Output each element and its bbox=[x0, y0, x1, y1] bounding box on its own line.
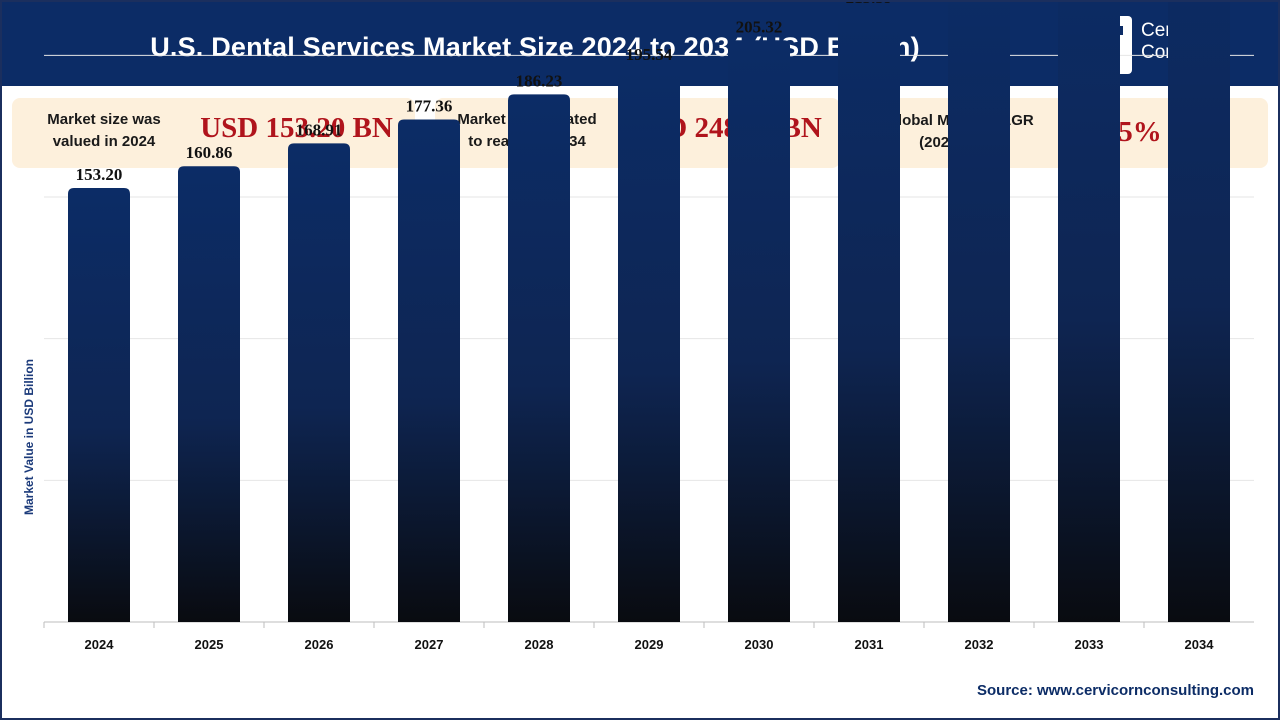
x-tick-label-2033: 2033 bbox=[1075, 637, 1104, 652]
x-tick-label-2031: 2031 bbox=[855, 637, 884, 652]
stat-card-label: Market size was valued in 2024 bbox=[24, 109, 184, 153]
bar-2032 bbox=[948, 2, 1010, 622]
data-label-2026: 168.91 bbox=[296, 120, 343, 139]
data-label-2030: 205.32 bbox=[736, 17, 783, 36]
bar-2027 bbox=[398, 119, 460, 623]
data-label-2031: 215.59 bbox=[846, 2, 893, 7]
source-text: Source: www.cervicornconsulting.com bbox=[976, 682, 1254, 699]
stat-card-label-line: valued in 2024 bbox=[52, 133, 156, 150]
bar-2024 bbox=[68, 187, 130, 622]
x-tick-label-2028: 2028 bbox=[525, 637, 554, 652]
x-tick-label-2025: 2025 bbox=[195, 637, 224, 652]
bar-2028 bbox=[508, 94, 570, 622]
stat-card-value: 5% bbox=[1118, 116, 1162, 148]
data-label-2027: 177.36 bbox=[406, 96, 453, 115]
data-label-2029: 195.54 bbox=[626, 45, 673, 64]
data-label-2028: 186.23 bbox=[516, 71, 563, 90]
x-tick-label-2032: 2032 bbox=[965, 637, 994, 652]
data-label-2024: 153.20 bbox=[76, 165, 123, 184]
bar-2034 bbox=[1168, 2, 1230, 622]
bar-2030 bbox=[728, 40, 790, 622]
x-tick-label-2029: 2029 bbox=[635, 637, 664, 652]
stat-card-label-line: Market size was bbox=[47, 111, 161, 128]
x-tick-label-2024: 2024 bbox=[85, 637, 115, 652]
stat-card-value: USD 153.20 BN bbox=[200, 112, 393, 144]
bar-2031 bbox=[838, 11, 900, 623]
data-label-2025: 160.86 bbox=[186, 143, 233, 162]
page-title: U.S. Dental Services Market Size 2024 to… bbox=[150, 32, 920, 62]
x-tick-label-2027: 2027 bbox=[415, 637, 444, 652]
bar-2033 bbox=[1058, 2, 1120, 622]
x-tick-label-2034: 2034 bbox=[1185, 637, 1215, 652]
bar-2026 bbox=[288, 143, 350, 622]
x-tick-label-2030: 2030 bbox=[745, 637, 774, 652]
bar-2025 bbox=[178, 166, 240, 623]
stat-card-market-size-2024: Market size was valued in 2024 USD 153.2… bbox=[12, 98, 415, 168]
bar-2029 bbox=[618, 67, 680, 623]
x-tick-label-2026: 2026 bbox=[305, 637, 334, 652]
